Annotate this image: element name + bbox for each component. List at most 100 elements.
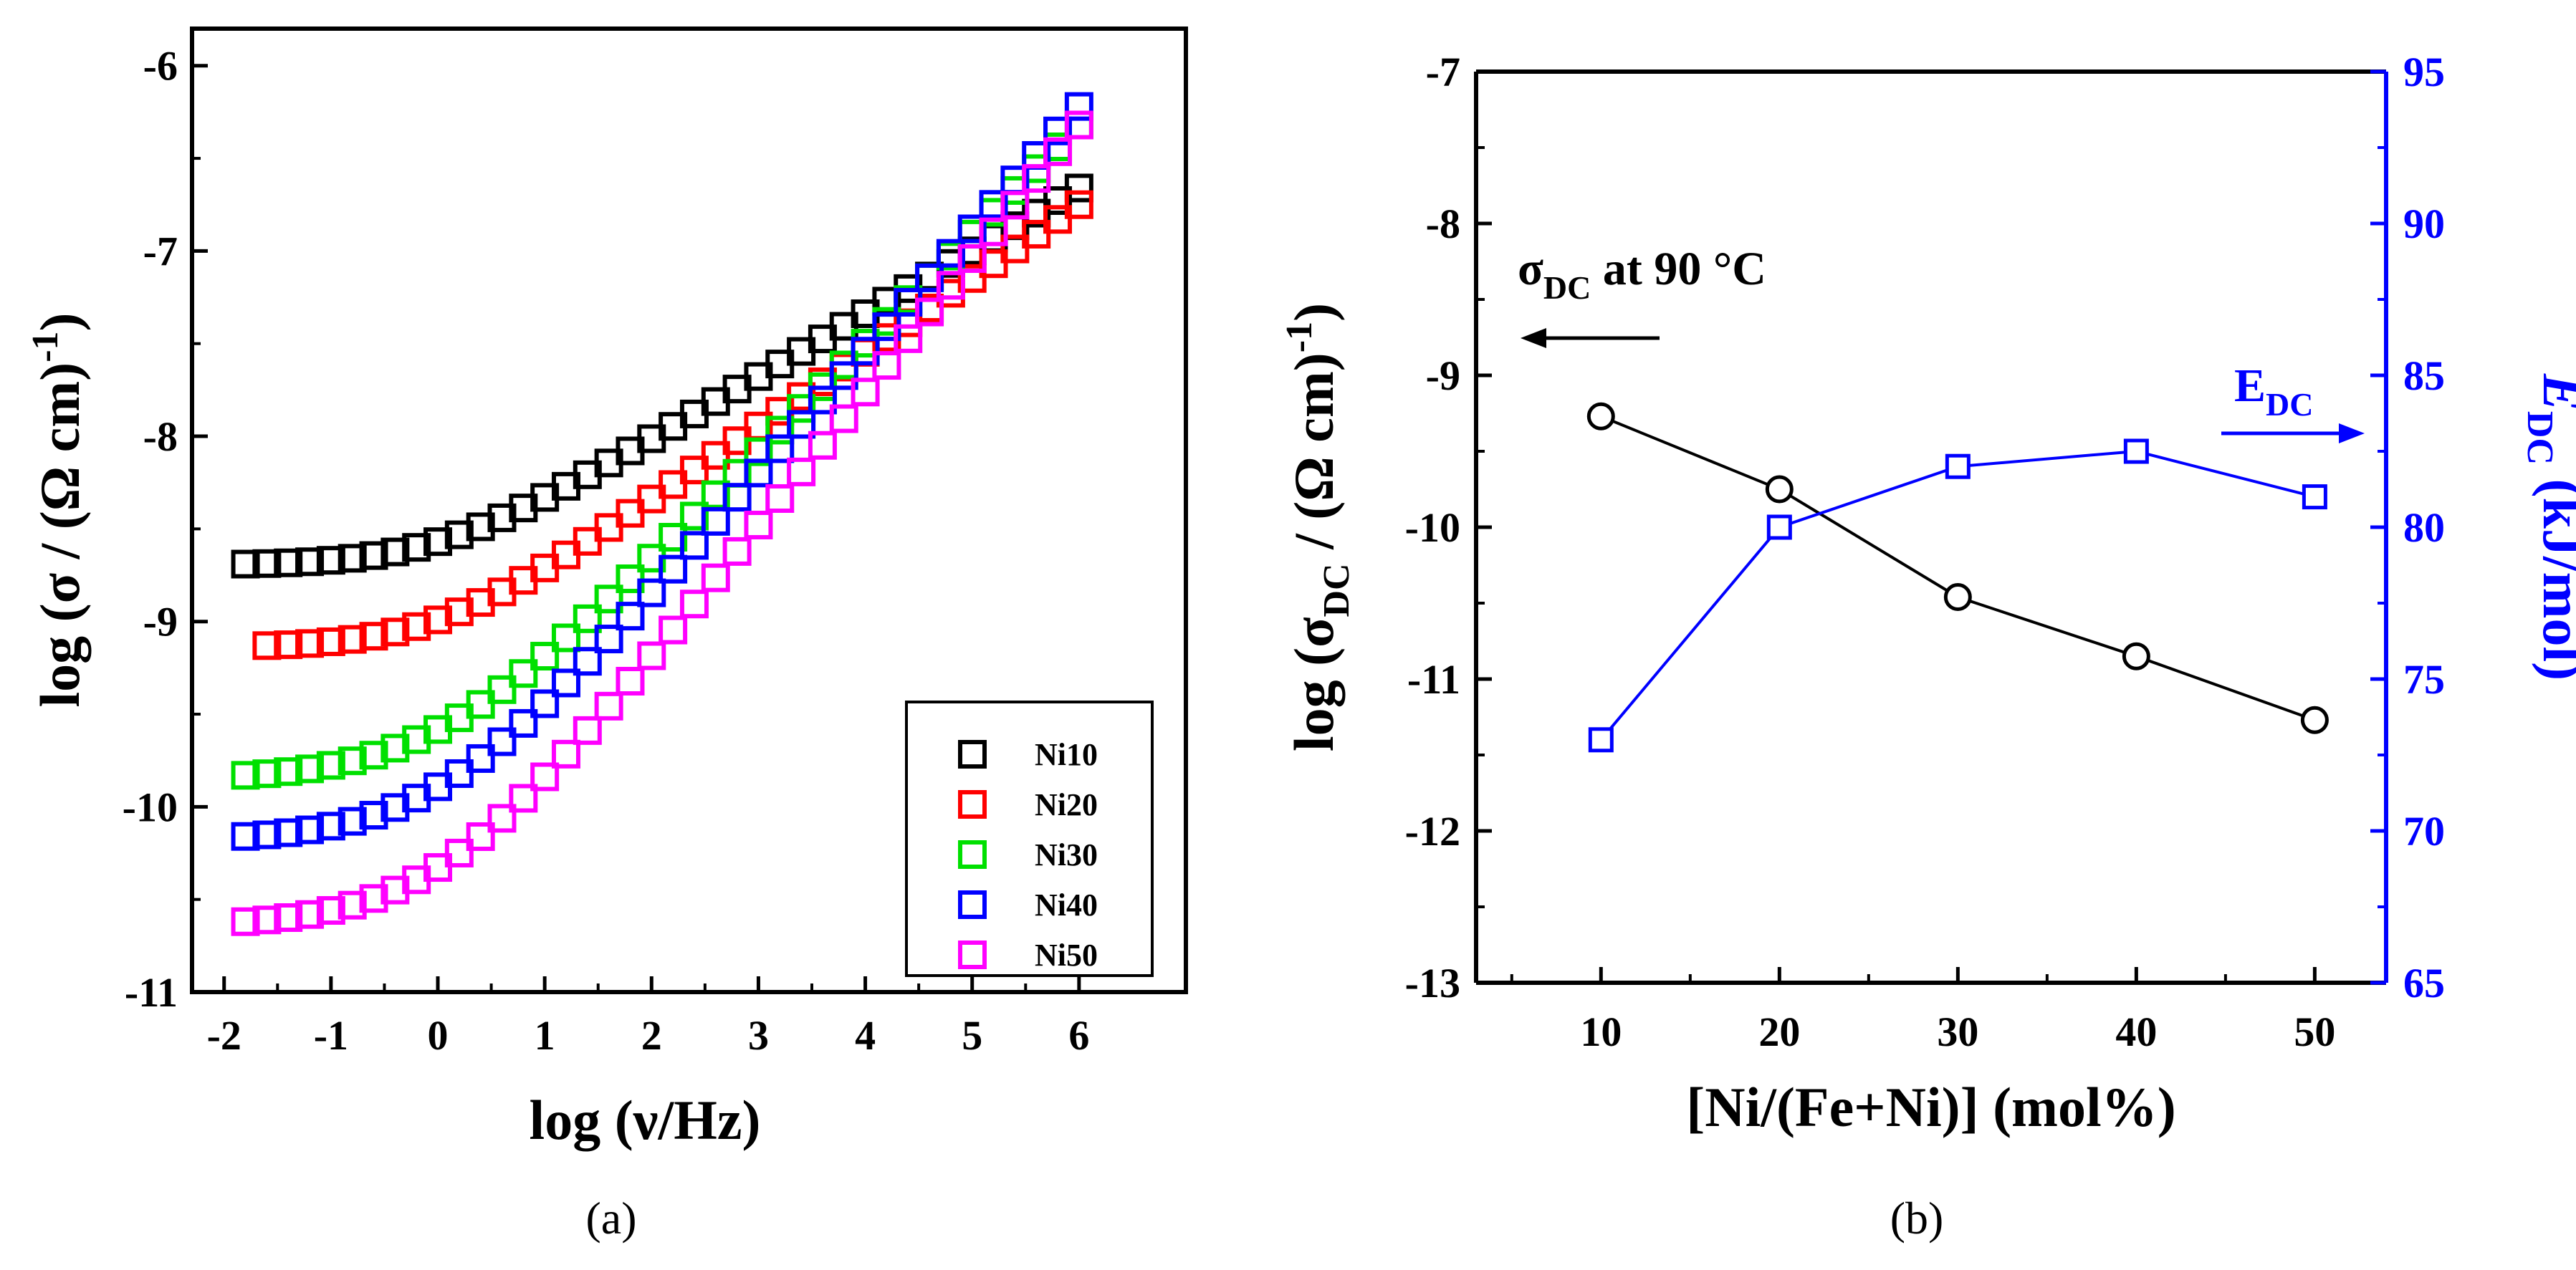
series-ni10 [231,173,1093,579]
panel-b-edc-annotation: EDC [2234,360,2313,423]
data-point-ni40 [1043,116,1073,145]
panel-a-x-axis-title: log (ν/Hz) [530,1089,761,1151]
data-point-ni40 [274,818,303,847]
data-point-ni20 [337,625,367,654]
sigma-dc-point [1765,475,1794,504]
data-point-ni50 [295,900,325,929]
data-point-ni50 [423,853,453,882]
data-point-ni40 [444,759,474,788]
panel-b-chart: 10 20 30 40 50 -13 -12 -11 -10 -9 -8 -7 65 70 75 80 85 90… [1279,49,2576,1243]
panel-a-x-tick-label: 1 [535,1012,555,1059]
data-point-ni30 [509,659,538,688]
data-point-ni50 [274,903,303,933]
e-dc-point [2123,438,2149,464]
data-point-ni40 [616,602,645,631]
data-point-ni20 [1022,219,1051,249]
data-point-ni40 [722,483,752,512]
panel-b-sigma-annotation: σDC at 90 °C [1518,243,1766,306]
data-point-ni30 [359,741,388,770]
legend-label-ni50: Ni50 [1035,938,1098,973]
panel-a-x-tick-label: 3 [748,1012,769,1059]
data-point-ni40 [979,190,1008,219]
data-point-ni50 [701,563,730,592]
data-point-ni10 [231,549,260,579]
data-point-ni50 [594,691,623,721]
panel-a-data-marks [231,92,1093,936]
panel-b-x-axis-title: [Ni/(Fe+Ni)] (mol%) [1686,1076,2175,1138]
data-point-ni20 [1043,205,1073,234]
legend-marker-ni40 [958,890,987,919]
data-point-ni10 [359,541,388,570]
data-point-ni50 [466,822,495,851]
data-point-ni40 [509,708,538,738]
legend-label-ni20: Ni20 [1035,787,1098,822]
data-point-ni20 [957,264,987,293]
data-point-ni40 [231,822,260,851]
data-point-ni10 [487,503,517,532]
legend-marker-ni10 [958,740,987,769]
data-point-ni20 [295,629,325,658]
data-point-ni30 [380,733,410,763]
data-point-ni40 [894,287,923,317]
data-point-ni40 [337,807,367,836]
data-point-ni40 [316,812,345,841]
panel-a-y-tick-label: -11 [125,969,178,1016]
data-point-ni40 [573,647,602,676]
panel-b-ticks: 10 20 30 40 50 -13 -12 -11 -10 -9 -8 -7 65 70 75 80 85 90… [1405,49,2445,1055]
data-point-ni40 [1064,92,1093,121]
data-point-ni40 [765,434,795,463]
series-e-dc [1588,438,2327,753]
panel-b-right-y-tick-label: 70 [2403,808,2445,855]
panel-b-right-y-tick-label: 95 [2403,49,2445,95]
data-point-ni50 [573,716,602,745]
data-point-ni10 [444,520,474,549]
data-point-ni50 [337,890,367,920]
panel-a-x-tick-label: 6 [1068,1012,1089,1059]
panel-a-caption: (a) [585,1193,636,1243]
panel-b-right-y-tick-label: 90 [2403,201,2445,247]
data-point-ni40 [551,668,580,698]
data-point-ni30 [551,623,580,653]
panel-a-x-tick-label: 4 [855,1012,876,1059]
data-point-ni30 [679,501,709,531]
data-point-ni10 [380,537,410,567]
panel-a-x-tick-label: 2 [641,1012,662,1059]
panel-b-left-y-tick-label: -8 [1426,201,1460,247]
panel-b-x-tick-label: 20 [1758,1009,1800,1055]
data-point-ni50 [252,905,282,935]
data-point-ni40 [252,820,282,850]
data-point-ni30 [487,675,517,704]
sigma-dc-point [1943,583,1972,612]
panel-b-left-y-tick-label: -13 [1405,960,1460,1006]
panel-b-left-y-axis-title: log (σDC / (Ω cm)-1) [1279,303,1357,751]
data-point-ni50 [551,739,580,769]
data-point-ni40 [701,506,730,536]
data-point-ni10 [274,548,303,577]
data-point-ni50 [957,244,987,273]
data-point-ni30 [701,480,730,509]
data-point-ni50 [765,484,795,513]
data-point-ni10 [337,544,367,573]
data-point-ni30 [274,757,303,786]
data-point-ni20 [1000,234,1030,264]
legend-label-ni10: Ni10 [1035,737,1098,772]
data-point-ni10 [466,512,495,542]
panel-a-y-tick-label: -10 [123,784,178,830]
data-point-ni20 [659,470,688,499]
panel-a-legend: Ni10 Ni20 Ni30 Ni40 Ni50 [905,701,1154,977]
panel-b-left-y-tick-label: -9 [1426,352,1460,399]
data-point-ni20 [380,617,410,647]
data-point-ni40 [530,689,560,718]
panel-a-chart: -2 -1 0 1 2 3 4 5 6-11-10-9-8-7-6 log (ν/Hz) log… [25,27,1188,1243]
e-dc-point [1945,453,1971,479]
series-ni40 [231,92,1093,851]
data-point-ni40 [679,531,709,560]
data-point-ni50 [1000,191,1030,220]
data-point-ni50 [530,762,560,792]
panel-b-right-arrow [2221,423,2365,443]
data-point-ni50 [487,804,517,833]
panel-b-x-tick-label: 50 [2294,1009,2335,1055]
data-point-ni20 [701,441,730,470]
data-point-ni50 [787,457,816,486]
